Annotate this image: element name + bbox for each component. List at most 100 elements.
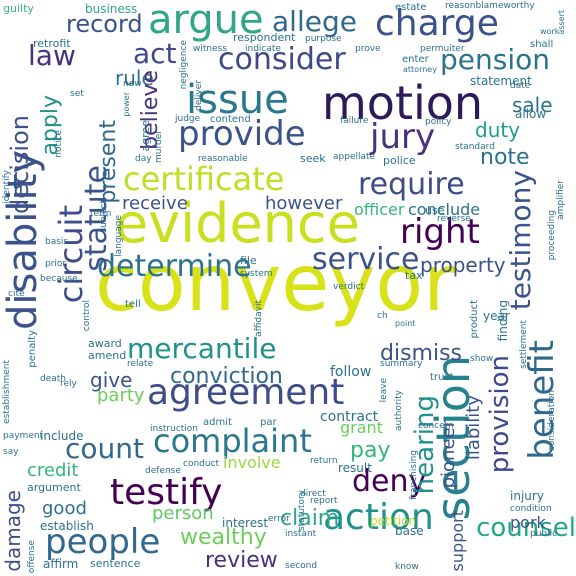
word-law: law bbox=[28, 39, 76, 72]
word-judge: judge bbox=[175, 114, 201, 124]
word-settlement: settlement bbox=[519, 320, 529, 369]
word-contend: contend bbox=[210, 114, 251, 125]
word-argue: argue bbox=[148, 0, 264, 43]
word-include: include bbox=[40, 429, 84, 443]
word-affidavit: affidavit bbox=[254, 300, 264, 337]
word-subject: subject bbox=[99, 200, 109, 233]
word-reasonblameworthy: reasonblameworthy bbox=[445, 1, 535, 11]
word-damage: damage bbox=[1, 490, 25, 572]
word-give: give bbox=[90, 368, 133, 392]
word-conduct: conduct bbox=[183, 459, 220, 469]
word-note: note bbox=[480, 145, 530, 170]
word-require: require bbox=[358, 167, 465, 202]
word-injury: injury bbox=[510, 489, 544, 503]
word-determine: determine bbox=[97, 249, 252, 284]
word-service: service bbox=[312, 242, 420, 277]
word-appellate: appellate bbox=[333, 152, 376, 162]
word-complaint: complaint bbox=[153, 422, 312, 460]
word-business: business bbox=[85, 2, 138, 16]
word-base: base bbox=[395, 524, 424, 538]
word-seek: seek bbox=[300, 152, 326, 165]
word-duty: duty bbox=[475, 118, 521, 142]
word-summary: summary bbox=[380, 359, 423, 369]
word-contract: contract bbox=[320, 409, 379, 425]
word-amend: amend bbox=[88, 349, 127, 362]
word-liability: liability bbox=[463, 395, 484, 461]
word-death: death bbox=[40, 374, 66, 384]
word-estate: estate bbox=[395, 2, 427, 13]
word-jury: jury bbox=[370, 117, 436, 157]
word-failure: failure bbox=[340, 116, 369, 126]
word-award: award bbox=[88, 337, 122, 350]
word-interest: interest bbox=[222, 516, 269, 530]
word-counsel: counsel bbox=[476, 513, 576, 543]
word-provide: provide bbox=[178, 114, 306, 154]
word-grant: grant bbox=[340, 418, 383, 437]
word-retrofit: retrofit bbox=[33, 37, 71, 50]
word-public: public bbox=[530, 529, 558, 539]
word-direct: direct bbox=[300, 489, 326, 499]
word-good: good bbox=[42, 498, 87, 519]
word-work: work bbox=[540, 27, 560, 36]
word-report: report bbox=[310, 496, 338, 506]
word-certificate: certificate bbox=[123, 160, 285, 198]
word-count: count bbox=[65, 432, 144, 465]
word-show: show bbox=[470, 354, 494, 364]
word-issue: issue bbox=[186, 77, 289, 123]
word-language: language bbox=[114, 215, 124, 257]
word-petition: petition bbox=[370, 514, 417, 528]
word-product: product bbox=[469, 300, 480, 339]
word-argument: argument bbox=[27, 481, 81, 494]
word-rule: rule bbox=[115, 66, 154, 90]
word-sale: sale bbox=[512, 93, 553, 117]
word-reasonable: reasonable bbox=[198, 154, 248, 164]
word-date: date bbox=[510, 81, 531, 91]
word-prove: prove bbox=[355, 44, 381, 54]
word-tax: tax bbox=[405, 269, 423, 282]
word-identify: identify bbox=[2, 170, 12, 204]
word-trust: trust bbox=[430, 372, 454, 383]
word-second: second bbox=[285, 561, 318, 571]
word-point: point bbox=[395, 319, 416, 328]
word-prior: prior bbox=[45, 259, 67, 269]
word-result: result bbox=[338, 461, 372, 475]
word-penalty: penalty bbox=[27, 330, 38, 368]
word-evidence: evidence bbox=[115, 192, 360, 255]
word-allege: allege bbox=[272, 5, 357, 38]
word-new: new bbox=[123, 79, 142, 89]
word-system: system bbox=[240, 269, 273, 279]
word-conviction: conviction bbox=[170, 364, 283, 389]
word-witness: witness bbox=[193, 44, 228, 54]
word-term: term bbox=[90, 209, 112, 219]
word-authority: authority bbox=[394, 390, 404, 432]
word-present: present bbox=[96, 120, 121, 204]
word-return: return bbox=[310, 456, 338, 466]
word-testify: testify bbox=[110, 472, 223, 513]
word-pork: pork bbox=[510, 513, 546, 532]
word-know: know bbox=[395, 562, 419, 572]
word-rely: rely bbox=[60, 379, 77, 389]
word-review: review bbox=[205, 548, 278, 573]
word-agreement: agreement bbox=[147, 372, 345, 413]
word-consider: consider bbox=[218, 42, 346, 77]
word-attorney: attorney bbox=[403, 65, 437, 74]
word-pay: pay bbox=[350, 438, 391, 463]
word-instruction: instruction bbox=[150, 424, 199, 434]
word-motion: motion bbox=[322, 76, 484, 130]
word-testimony: testimony bbox=[504, 170, 537, 311]
word-par: par bbox=[260, 417, 277, 428]
word-enter: enter bbox=[402, 54, 429, 65]
word-use: use bbox=[425, 204, 445, 217]
word-police: police bbox=[383, 154, 416, 167]
word-file: file bbox=[240, 254, 257, 267]
word-amplifier: amplifier bbox=[556, 180, 566, 220]
word-control: control bbox=[82, 300, 92, 332]
word-dismiss: dismiss bbox=[380, 341, 463, 366]
word-error: error bbox=[268, 514, 290, 524]
word-concern: concern bbox=[418, 421, 454, 431]
word-instant: instant bbox=[285, 529, 317, 539]
word-conveyor: conveyor bbox=[95, 239, 456, 329]
word-offense: offense bbox=[27, 540, 37, 574]
word-wealthy: wealthy bbox=[180, 525, 267, 550]
